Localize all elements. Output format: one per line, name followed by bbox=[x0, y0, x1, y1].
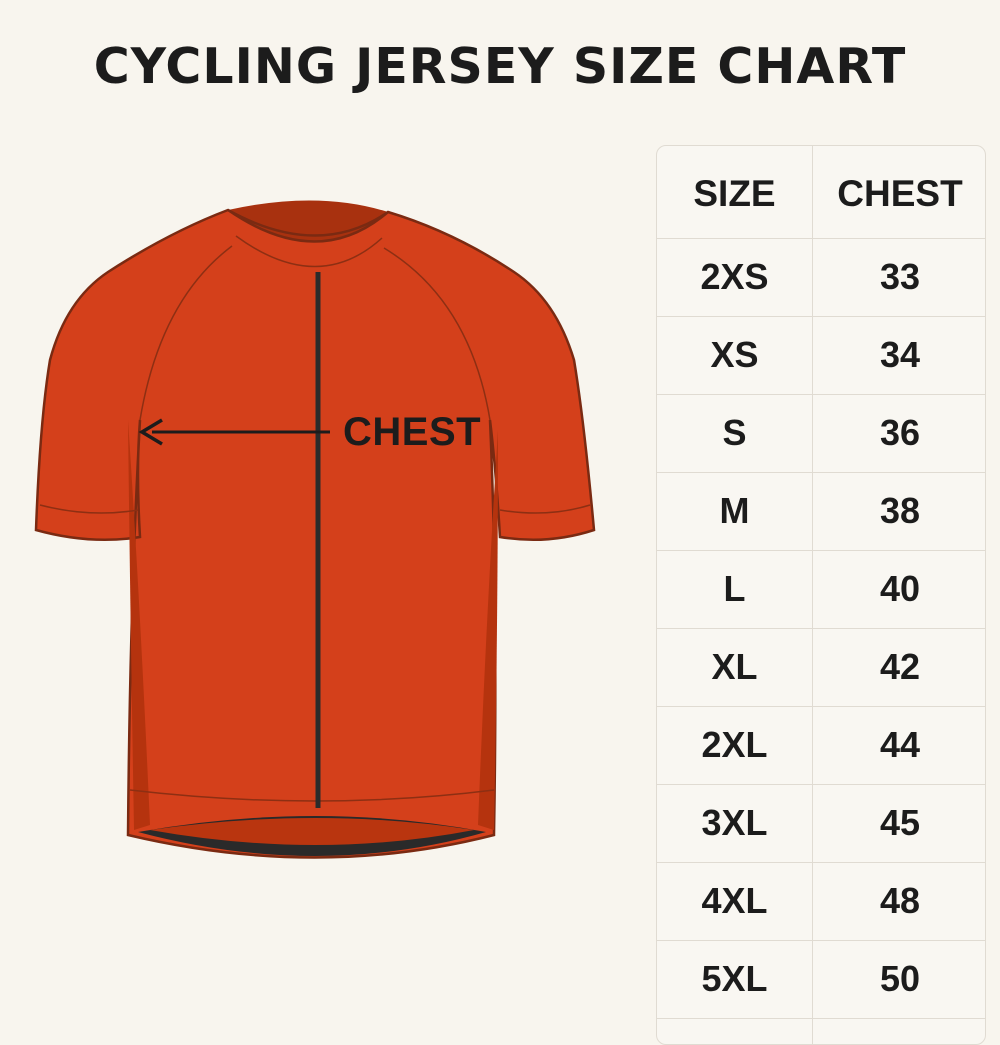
jersey-body bbox=[34, 208, 596, 859]
table-row: 4XL 48 bbox=[657, 862, 985, 941]
cell-size: 2XS bbox=[700, 256, 769, 297]
table-row: L 40 bbox=[657, 550, 985, 629]
cell-size: S bbox=[722, 412, 747, 453]
table-row: S 36 bbox=[657, 394, 985, 473]
column-divider bbox=[812, 146, 813, 1044]
arrow-left-icon bbox=[138, 418, 330, 446]
cell-size: 3XL bbox=[701, 802, 768, 843]
page-title: CYCLING JERSEY SIZE CHART bbox=[93, 38, 907, 95]
cell-size: M bbox=[719, 490, 750, 531]
cell-chest: 34 bbox=[879, 334, 921, 375]
table-row: 3XL 45 bbox=[657, 784, 985, 863]
cell-size: XL bbox=[711, 646, 758, 687]
chest-label: CHEST bbox=[343, 410, 482, 454]
table-row: M 38 bbox=[657, 472, 985, 551]
cell-size: L bbox=[723, 568, 746, 609]
table-row: 2XL 44 bbox=[657, 706, 985, 785]
cell-size: XS bbox=[710, 334, 759, 375]
table-row: XS 34 bbox=[657, 316, 985, 395]
cell-chest: 45 bbox=[879, 802, 921, 843]
header-chest: CHEST bbox=[837, 173, 963, 214]
cell-size: 5XL bbox=[701, 958, 768, 999]
cell-chest: 40 bbox=[879, 568, 921, 609]
size-table: SIZE CHEST 2XS 33 XS 34 S 36 M 38 L 40 XL 42 2XL 44 3X… bbox=[656, 145, 986, 1045]
table-row: XL 42 bbox=[657, 628, 985, 707]
cell-size: 2XL bbox=[701, 724, 768, 765]
header-size: SIZE bbox=[693, 173, 776, 214]
cell-chest: 48 bbox=[879, 880, 921, 921]
table-header: SIZE CHEST bbox=[657, 146, 985, 239]
table-row: 5XL 50 bbox=[657, 940, 985, 1019]
cell-chest: 44 bbox=[879, 724, 921, 765]
cell-size: 4XL bbox=[701, 880, 768, 921]
table-row: 2XS 33 bbox=[657, 238, 985, 317]
cell-chest: 36 bbox=[879, 412, 921, 453]
cell-chest: 42 bbox=[879, 646, 921, 687]
jersey-icon bbox=[34, 200, 596, 859]
cell-chest: 38 bbox=[879, 490, 921, 531]
cell-chest: 50 bbox=[879, 958, 921, 999]
cell-chest: 33 bbox=[879, 256, 921, 297]
